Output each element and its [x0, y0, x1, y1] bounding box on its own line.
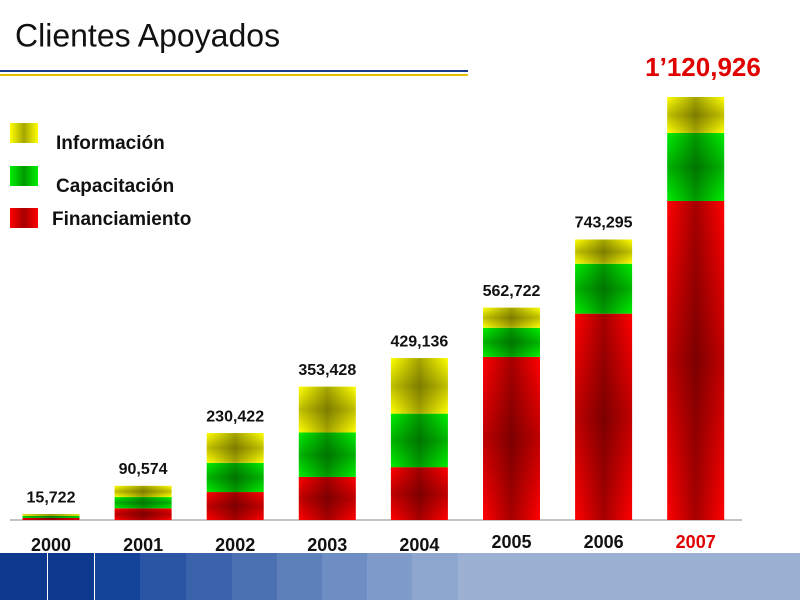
bar-shade: [575, 263, 633, 314]
total-label: 743,295: [575, 215, 633, 232]
x-tick-label: 2007: [676, 532, 716, 552]
x-tick-label: 2003: [307, 535, 347, 555]
bar-shade: [483, 356, 540, 520]
bar-shade: [22, 517, 80, 520]
legend-label: Capacitación: [56, 176, 174, 197]
legend-swatch-shade: [10, 208, 38, 228]
total-label: 230,422: [206, 408, 264, 425]
bar-shade: [114, 485, 172, 498]
total-label: 90,574: [119, 461, 168, 478]
bar-shade: [575, 239, 633, 264]
total-label: 15,722: [27, 489, 76, 506]
bar-shade: [298, 432, 356, 477]
chart-title: Clientes Apoyados: [15, 17, 280, 53]
bar-shade: [667, 200, 725, 520]
footer-band: [0, 553, 800, 600]
bar-shade: [298, 476, 356, 520]
x-tick-label: 2006: [584, 532, 624, 552]
total-label: 429,136: [390, 333, 448, 350]
bar-shade: [114, 508, 172, 520]
total-label: 353,428: [298, 362, 356, 379]
total-label: 562,722: [483, 283, 541, 300]
legend-swatch-shade: [10, 166, 38, 186]
bar-shade: [22, 515, 80, 518]
bar-shade: [390, 358, 448, 414]
legend-label: Financiamiento: [52, 209, 191, 230]
legend-swatch-shade: [10, 123, 38, 143]
bar-shade: [390, 467, 448, 520]
x-tick-label: 2005: [491, 532, 531, 552]
bar-shade: [206, 492, 264, 520]
bar-shade: [114, 497, 172, 509]
bar-shade: [206, 433, 264, 463]
total-label: 1’120,926: [645, 52, 761, 82]
x-tick-label: 2001: [123, 535, 163, 555]
bar-shade: [483, 307, 540, 328]
bar-shade: [298, 386, 356, 433]
x-tick-label: 2004: [399, 535, 439, 555]
x-tick-label: 2002: [215, 535, 255, 555]
bar-shade: [575, 313, 633, 520]
bar-shade: [667, 97, 725, 134]
bar-shade: [390, 413, 448, 468]
bar-shade: [206, 462, 264, 493]
legend-label: Información: [56, 133, 165, 154]
bar-shade: [483, 327, 540, 357]
x-tick-label: 2000: [31, 535, 71, 555]
bar-shade: [22, 514, 80, 516]
bar-shade: [667, 133, 725, 201]
